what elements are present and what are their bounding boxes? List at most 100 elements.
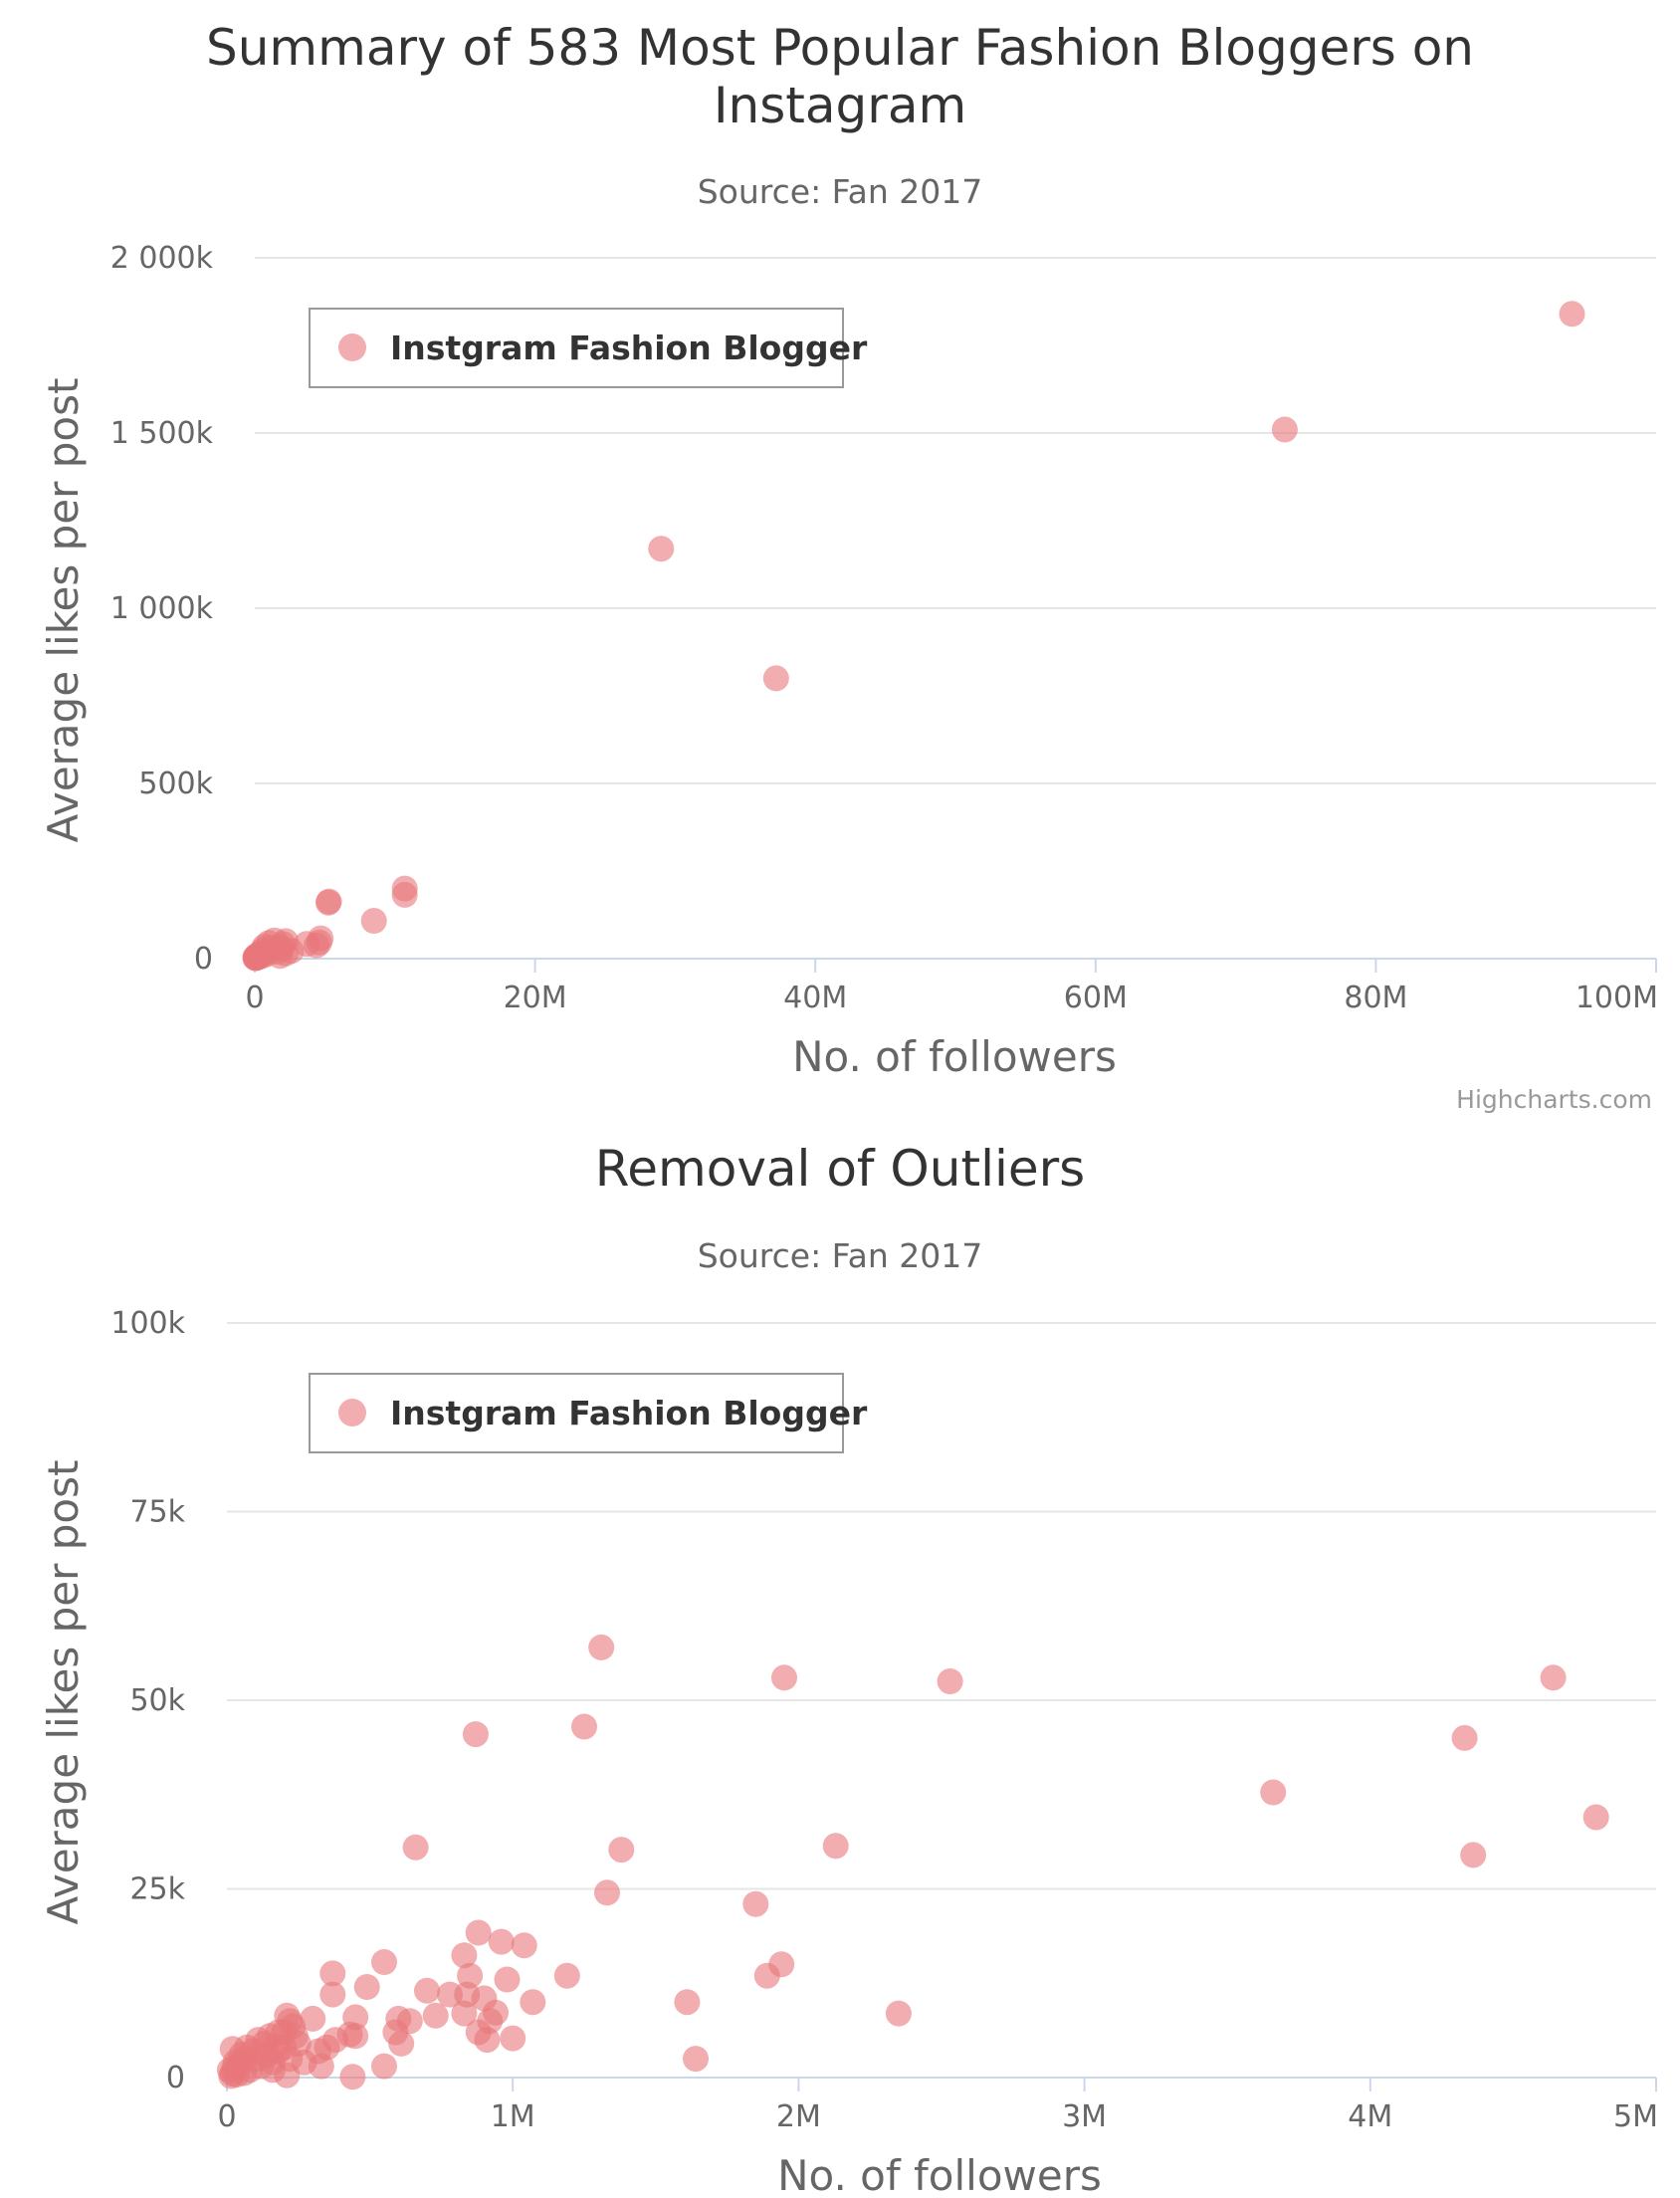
chart2-data-point[interactable] xyxy=(674,1989,701,2016)
chart2-data-point[interactable] xyxy=(308,2053,334,2080)
chart2-data-point[interactable] xyxy=(500,2025,526,2052)
chart2-data-point[interactable] xyxy=(414,1977,440,2004)
chart1-data-point[interactable] xyxy=(278,938,305,965)
chart1-data-point[interactable] xyxy=(1271,416,1298,443)
chart2-data-point[interactable] xyxy=(319,1960,346,1987)
chart2-x-tick-label: 4M xyxy=(1348,2099,1392,2134)
chart1-title-line1: Summary of 583 Most Popular Fashion Blog… xyxy=(206,19,1474,77)
chart2-data-point[interactable] xyxy=(422,2002,449,2029)
chart2-y-tick-label: 50k xyxy=(129,1683,185,1718)
chart2-data-point[interactable] xyxy=(336,2021,363,2048)
chart2-data-point[interactable] xyxy=(221,2055,248,2082)
chart2-y-axis-title: Average likes per post xyxy=(39,1460,88,1925)
chart1-data-point[interactable] xyxy=(1559,301,1585,328)
chart2-x-tick-label: 2M xyxy=(776,2099,821,2134)
chart2-data-point[interactable] xyxy=(594,1879,620,1906)
chart2-data-point[interactable] xyxy=(462,1721,489,1748)
chart2-x-tick-label: 0 xyxy=(217,2099,236,2134)
chart2-data-point[interactable] xyxy=(937,1668,963,1694)
chart2-data-point[interactable] xyxy=(885,2000,912,2027)
chart2-data-point[interactable] xyxy=(511,1932,537,1959)
chart2-data-point[interactable] xyxy=(683,2046,709,2073)
chart2-data-point[interactable] xyxy=(353,1974,380,2000)
chart2-y-tick-label: 0 xyxy=(166,2061,185,2095)
chart2-data-point[interactable] xyxy=(1451,1724,1478,1751)
chart2-data-point[interactable] xyxy=(771,1664,797,1691)
chart1-tick-labels: 0 500k 1 000k 1 500k 2 000k 0 20M 40M 60M 80M 100M xyxy=(110,241,1658,1015)
chart2-data-point[interactable] xyxy=(280,2013,307,2040)
chart1-x-tick-label: 20M xyxy=(504,981,567,1015)
chart1-x-tick-label: 60M xyxy=(1064,981,1128,1015)
chart2-x-tick-label: 5M xyxy=(1613,2099,1658,2134)
chart2-data-point[interactable] xyxy=(608,1837,635,1864)
chart2-data-point[interactable] xyxy=(1582,1804,1609,1831)
chart2-data-point[interactable] xyxy=(319,1981,346,2008)
chart2-data-point[interactable] xyxy=(451,2000,478,2027)
chart2-y-tick-label: 75k xyxy=(129,1495,185,1530)
chart2-x-axis-title: No. of followers xyxy=(777,2151,1102,2194)
chart1-y-tick-label: 500k xyxy=(138,767,213,801)
chart1-x-axis-title: No. of followers xyxy=(792,1032,1117,1081)
chart2-legend-box xyxy=(309,1373,844,1453)
chart2-data-point[interactable] xyxy=(822,1833,849,1860)
chart1-data-point[interactable] xyxy=(251,933,278,960)
chart1-data-point[interactable] xyxy=(391,881,418,908)
chart2-data-point[interactable] xyxy=(219,2036,246,2063)
chart1-points xyxy=(242,301,1585,972)
chart2-data-point[interactable] xyxy=(371,1949,397,1975)
chart1-x-tick-label: 100M xyxy=(1575,981,1658,1015)
chart2-legend[interactable]: Instgram Fashion Blogger xyxy=(309,1373,868,1453)
chart2-data-point[interactable] xyxy=(260,2057,286,2084)
chart2-data-point[interactable] xyxy=(588,1634,615,1660)
chart2-legend-label: Instgram Fashion Blogger xyxy=(390,1394,868,1432)
chart1-legend-label: Instgram Fashion Blogger xyxy=(390,329,868,367)
chart1-y-tick-label: 1 500k xyxy=(110,416,214,451)
chart2-data-point[interactable] xyxy=(388,2030,415,2057)
chart2-data-point[interactable] xyxy=(488,1928,515,1955)
chart1-data-point[interactable] xyxy=(315,889,341,916)
chart2-data-point[interactable] xyxy=(339,2064,366,2090)
chart2-data-point[interactable] xyxy=(451,1942,478,1969)
chart1-gridlines xyxy=(254,257,1657,973)
chart1-y-tick-label: 2 000k xyxy=(110,241,214,276)
chart2-points xyxy=(216,1634,1609,2090)
chart1-data-point[interactable] xyxy=(360,908,387,934)
chart2-data-point[interactable] xyxy=(520,1989,546,2016)
chart2-data-point[interactable] xyxy=(1540,1664,1567,1691)
chart2-data-point[interactable] xyxy=(1460,1842,1487,1868)
chart2-data-point[interactable] xyxy=(553,1962,580,1989)
chart2-title: Removal of Outliers xyxy=(595,1140,1085,1198)
chart1-legend-marker xyxy=(338,333,366,361)
chart1-data-point[interactable] xyxy=(648,536,675,562)
chart2-data-point[interactable] xyxy=(300,2005,326,2032)
chart2-gridlines xyxy=(226,1322,1657,2091)
chart1-x-tick-label: 80M xyxy=(1344,981,1407,1015)
chart2-subtitle: Source: Fan 2017 xyxy=(698,1236,983,1275)
chart1-y-tick-label: 0 xyxy=(194,942,213,977)
chart2-tick-labels: 0 25k 50k 75k 100k 0 1M 2M 3M 4M 5M xyxy=(110,1306,1658,2134)
chart1-subtitle: Source: Fan 2017 xyxy=(698,172,983,211)
chart2-x-tick-label: 1M xyxy=(491,2099,535,2134)
chart2-data-point[interactable] xyxy=(402,1834,429,1861)
chart1-title-line2: Instagram xyxy=(714,77,966,134)
chart2-legend-marker xyxy=(338,1399,366,1427)
chart2-data-point[interactable] xyxy=(371,2053,397,2080)
chart2-y-tick-label: 25k xyxy=(129,1872,185,1907)
chart1-legend[interactable]: Instgram Fashion Blogger xyxy=(309,308,868,388)
chart2-data-point[interactable] xyxy=(494,1966,521,1993)
chart1-y-axis-title: Average likes per post xyxy=(39,378,88,843)
chart2-x-tick-label: 3M xyxy=(1062,2099,1107,2134)
chart2-data-point[interactable] xyxy=(571,1713,597,1740)
credits-link[interactable]: Highcharts.com xyxy=(1456,1085,1652,1114)
chart1-x-tick-label: 40M xyxy=(783,981,847,1015)
chart2-y-tick-label: 100k xyxy=(110,1306,185,1341)
chart1-data-point[interactable] xyxy=(762,665,789,692)
chart2-data-point[interactable] xyxy=(753,1962,780,1989)
chart2-data-point[interactable] xyxy=(742,1890,769,1917)
chart2-data-point[interactable] xyxy=(474,2027,501,2054)
chart1-y-tick-label: 1 000k xyxy=(110,591,214,626)
chart2-data-point[interactable] xyxy=(1260,1779,1287,1806)
chart2-data-point[interactable] xyxy=(465,1919,492,1946)
